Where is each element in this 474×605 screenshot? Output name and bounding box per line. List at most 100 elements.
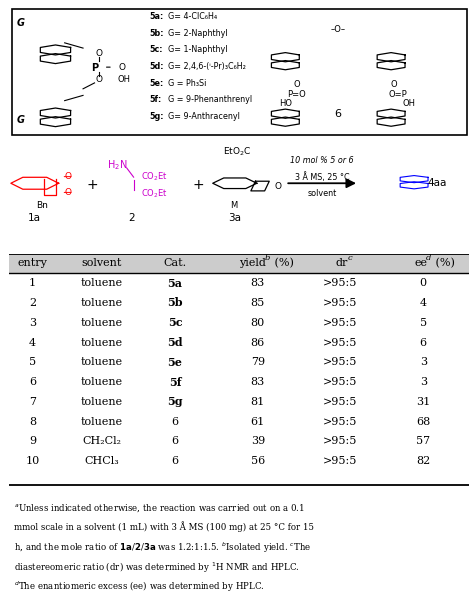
Text: 39: 39 [251, 436, 265, 446]
Text: 3 Å MS, 25 °C: 3 Å MS, 25 °C [295, 172, 349, 182]
Text: P: P [91, 63, 98, 73]
Text: toluene: toluene [81, 358, 122, 367]
Text: G= 4-ClC₆H₄: G= 4-ClC₆H₄ [168, 12, 217, 21]
Text: c: c [348, 254, 353, 262]
Text: 10 mol % 5 or 6: 10 mol % 5 or 6 [290, 156, 354, 165]
Text: G= 2-Naphthyl: G= 2-Naphthyl [168, 29, 228, 38]
Text: 3: 3 [29, 318, 36, 328]
Text: >95:5: >95:5 [323, 338, 358, 347]
Text: Cat.: Cat. [164, 258, 187, 269]
Text: –O–: –O– [331, 25, 346, 34]
Text: OH: OH [118, 75, 130, 84]
Text: 5e:: 5e: [150, 79, 164, 88]
Text: 5: 5 [29, 358, 36, 367]
Text: 61: 61 [251, 417, 265, 427]
Text: 6: 6 [419, 338, 427, 347]
Text: >95:5: >95:5 [323, 358, 358, 367]
Text: 82: 82 [416, 456, 430, 466]
Text: mmol scale in a solvent (1 mL) with 3 Å MS (100 mg) at 25 °C for 15: mmol scale in a solvent (1 mL) with 3 Å … [14, 522, 314, 532]
Bar [9, 253, 469, 273]
Text: toluene: toluene [81, 298, 122, 308]
Text: 81: 81 [251, 397, 265, 407]
Text: 4: 4 [29, 338, 36, 347]
Text: 57: 57 [416, 436, 430, 446]
Text: 86: 86 [251, 338, 265, 347]
Text: $^a$Unless indicated otherwise, the reaction was carried out on a 0.1: $^a$Unless indicated otherwise, the reac… [14, 502, 305, 514]
Text: G: G [17, 116, 25, 125]
Text: h, and the mole ratio of $\mathbf{1a}$/$\mathbf{2}$/$\mathbf{3a}$ was 1.2:1:1.5.: h, and the mole ratio of $\mathbf{1a}$/$… [14, 541, 311, 555]
Text: >95:5: >95:5 [323, 278, 358, 288]
Text: 8: 8 [29, 417, 36, 427]
Text: 56: 56 [251, 456, 265, 466]
Text: 5b:: 5b: [150, 29, 164, 38]
Text: 9: 9 [29, 436, 36, 446]
Text: HO: HO [279, 99, 292, 108]
Text: 1a: 1a [28, 213, 41, 223]
Text: solvent: solvent [308, 189, 337, 198]
Text: toluene: toluene [81, 397, 122, 407]
Text: G= 1-Naphthyl: G= 1-Naphthyl [168, 45, 228, 54]
Text: >95:5: >95:5 [323, 456, 358, 466]
Text: 5: 5 [419, 318, 427, 328]
Text: 5f: 5f [169, 376, 181, 388]
Text: diastereomeric ratio (dr) was determined by $^1$H NMR and HPLC.: diastereomeric ratio (dr) was determined… [14, 560, 300, 575]
Text: 5b: 5b [167, 298, 183, 309]
Text: >95:5: >95:5 [323, 436, 358, 446]
Text: H$_2$N: H$_2$N [107, 158, 128, 172]
Text: 83: 83 [251, 278, 265, 288]
Text: 5c:: 5c: [150, 45, 163, 54]
Text: >95:5: >95:5 [323, 417, 358, 427]
Text: d: d [426, 254, 431, 262]
Text: 83: 83 [251, 377, 265, 387]
Text: O: O [96, 49, 103, 58]
Text: entry: entry [18, 258, 47, 269]
Text: +: + [86, 178, 98, 192]
Text: O: O [64, 172, 72, 181]
Text: 80: 80 [251, 318, 265, 328]
Text: O: O [119, 63, 126, 71]
Text: CHCl₃: CHCl₃ [84, 456, 119, 466]
Text: 79: 79 [251, 358, 265, 367]
Text: (%): (%) [271, 258, 293, 269]
Text: >95:5: >95:5 [323, 298, 358, 308]
Text: G = Ph₃Si: G = Ph₃Si [168, 79, 207, 88]
Text: 5d:: 5d: [150, 62, 164, 71]
Text: OH: OH [403, 99, 416, 108]
Text: 68: 68 [416, 417, 430, 427]
Text: G: G [17, 18, 25, 28]
Text: 4: 4 [419, 298, 427, 308]
Text: $^d$The enantiomeric excess (ee) was determined by HPLC.: $^d$The enantiomeric excess (ee) was det… [14, 580, 264, 594]
Text: 6: 6 [29, 377, 36, 387]
Text: G= 2,4,6-(ⁱ-Pr)₃C₆H₂: G= 2,4,6-(ⁱ-Pr)₃C₆H₂ [168, 62, 246, 71]
Text: ee: ee [414, 258, 427, 269]
Text: P=O: P=O [287, 90, 306, 99]
Text: CO$_2$Et: CO$_2$Et [140, 187, 167, 200]
Text: 5f:: 5f: [150, 96, 162, 105]
Text: 2: 2 [128, 213, 135, 223]
Text: 3: 3 [419, 358, 427, 367]
Text: 5c: 5c [168, 317, 182, 329]
Text: 5d: 5d [167, 337, 183, 348]
Text: O=P: O=P [389, 90, 407, 99]
Text: 2: 2 [29, 298, 36, 308]
Text: 85: 85 [251, 298, 265, 308]
Text: Bn: Bn [36, 201, 47, 210]
Text: 6: 6 [172, 456, 179, 466]
Text: yield: yield [239, 258, 266, 269]
Text: 1: 1 [29, 278, 36, 288]
Text: O: O [293, 80, 300, 90]
Text: 5e: 5e [168, 357, 182, 368]
Text: 6: 6 [335, 109, 342, 119]
Text: EtO$_2$C: EtO$_2$C [223, 145, 251, 158]
Text: 3a: 3a [228, 213, 241, 223]
Text: 5a: 5a [167, 278, 182, 289]
Text: O: O [275, 182, 282, 191]
Text: b: b [264, 254, 270, 262]
Text: M: M [230, 201, 237, 210]
Text: 10: 10 [25, 456, 40, 466]
Text: G = 9-Phenanthrenyl: G = 9-Phenanthrenyl [168, 96, 252, 105]
Text: +: + [192, 178, 204, 192]
Text: >95:5: >95:5 [323, 377, 358, 387]
Text: CH₂Cl₂: CH₂Cl₂ [82, 436, 121, 446]
Text: 0: 0 [419, 278, 427, 288]
